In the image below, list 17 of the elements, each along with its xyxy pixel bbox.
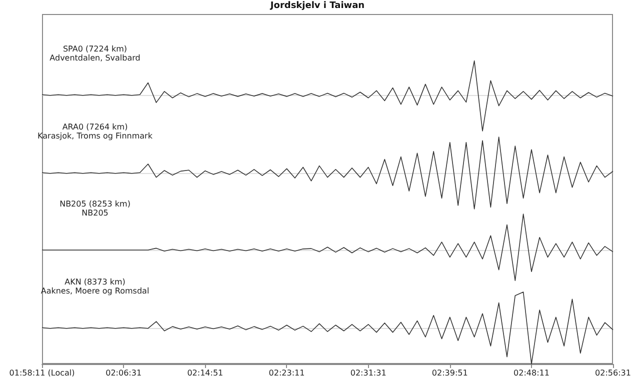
chart-title: SPA0 (7224 km) [62,44,128,54]
x-tick-label: 02:31:31 [350,368,386,378]
text: Jordskjelv i Taiwan [268,1,366,11]
x-tick-label: 01:58:11 (Local) [9,368,75,378]
x-tick-label: 02:48:11 [514,368,550,378]
x-tick-label: 02:14:51 [187,368,224,378]
x-tick-label: 02:23:11 [268,368,305,378]
chart-subtitle: Karasjok, Troms og Finnmark [38,132,153,140]
chart-title: ARA0 (7264 km) [62,122,128,132]
chart-subtitle: NB205 [82,208,108,218]
x-tick-label: 02:56:31 [595,368,631,378]
x-tick-label: 02:39:51 [432,368,468,378]
chart-title: NB205 (8253 km) [60,200,130,208]
chart-subtitle: Aaknes, Moere og Romsdal [40,286,150,296]
x-tick-label: 02:06:31 [106,368,142,378]
chart-title: AKN (8373 km) [64,278,126,286]
chart-subtitle: Adventdalen, Svalbard [50,54,140,62]
